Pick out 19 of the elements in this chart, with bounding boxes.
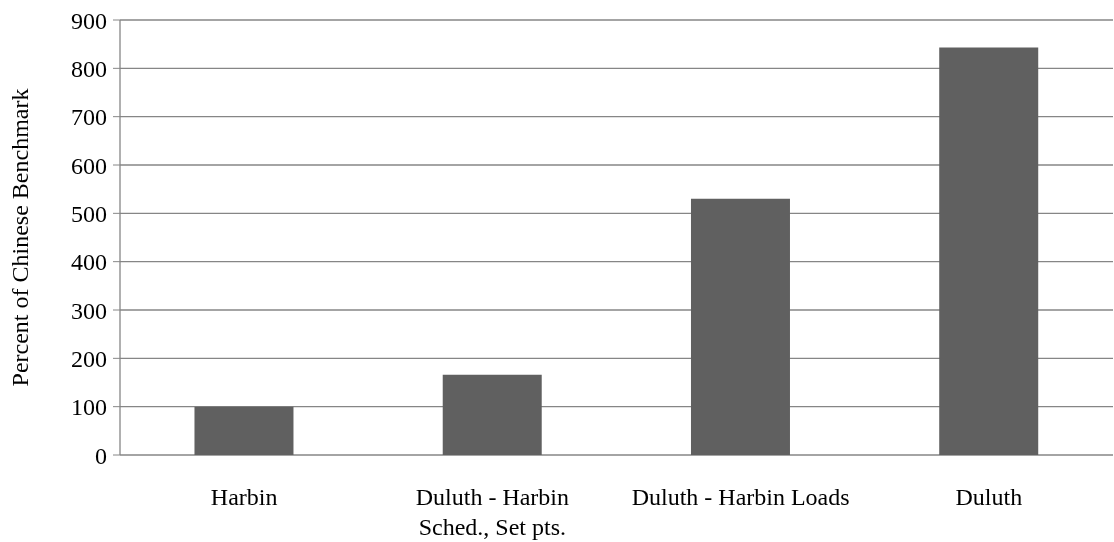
y-tick-label: 300 (71, 297, 107, 324)
y-axis-title: Percent of Chinese Benchmark (7, 88, 33, 387)
y-tick-label: 0 (95, 442, 107, 469)
y-tick-label: 400 (71, 249, 107, 276)
x-tick-label: Duluth (955, 483, 1023, 510)
y-tick-label: 800 (71, 55, 107, 82)
bar (939, 47, 1039, 455)
x-tick-label: Harbin (210, 483, 278, 510)
x-tick-label: Duluth - Harbin Sched., Set pts. (415, 483, 570, 540)
y-tick-label: 700 (71, 104, 107, 131)
y-tick-label: 600 (71, 152, 107, 179)
y-tick-label: 200 (71, 345, 107, 372)
x-tick-label: Duluth - Harbin Loads (631, 483, 850, 510)
bar (194, 406, 294, 455)
y-tick-label: 500 (71, 200, 107, 227)
bar (690, 198, 790, 455)
bar (442, 374, 542, 455)
y-tick-label: 100 (71, 394, 107, 421)
y-tick-label: 900 (71, 7, 107, 34)
